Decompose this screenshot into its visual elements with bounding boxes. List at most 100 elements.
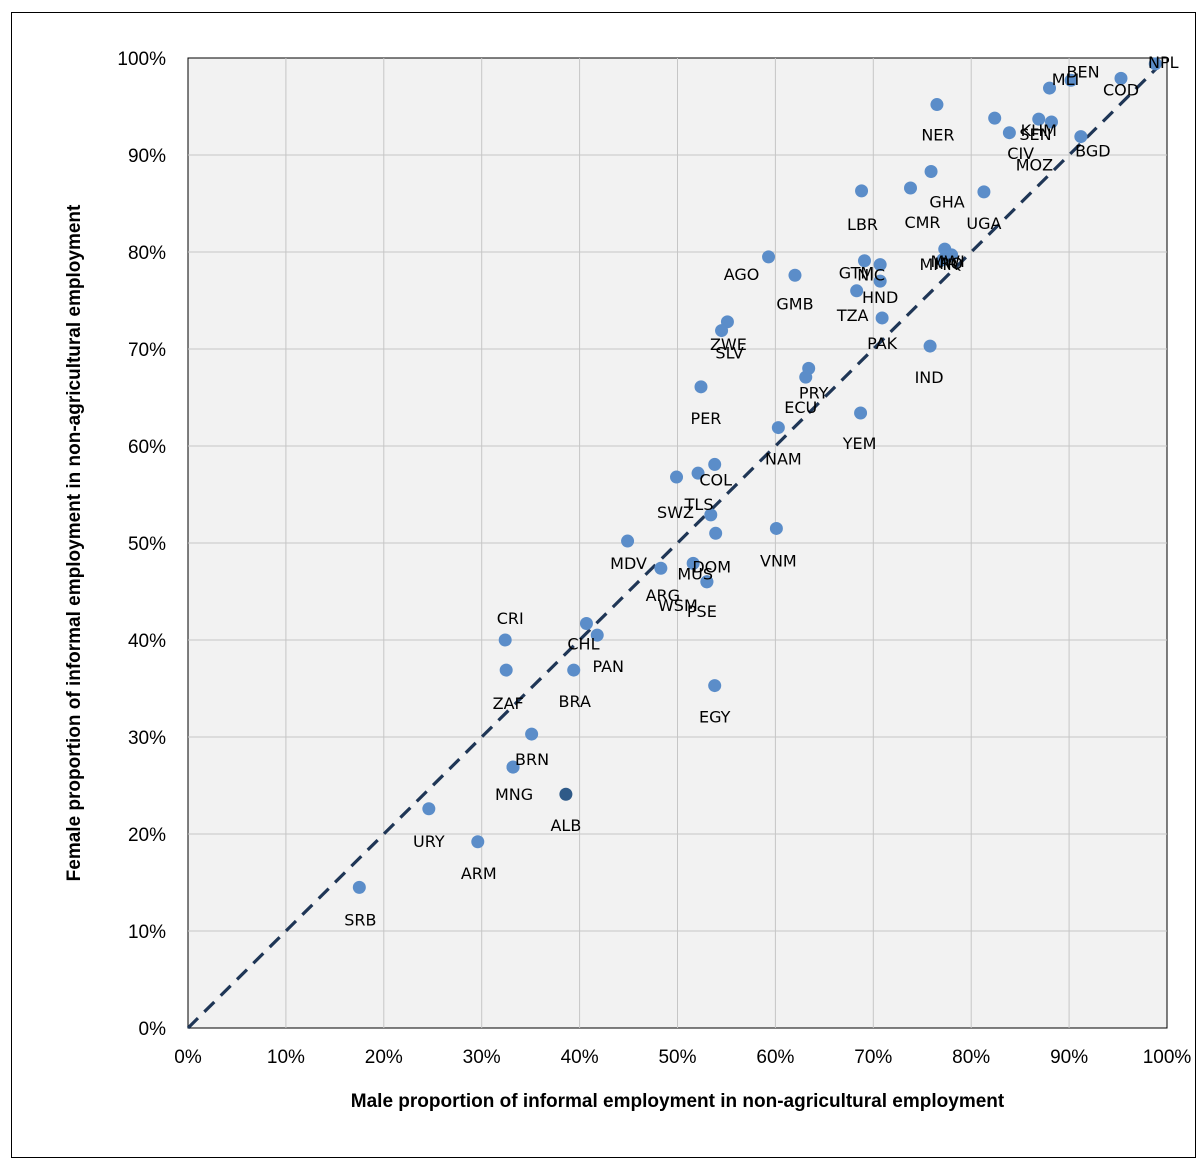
data-point-arm xyxy=(471,835,485,849)
y-tick-label: 80% xyxy=(128,243,166,264)
y-tick-label: 10% xyxy=(128,922,166,943)
data-points xyxy=(352,57,1162,894)
x-tick-label: 40% xyxy=(561,1047,599,1068)
y-tick-label: 40% xyxy=(128,631,166,652)
data-point-egy xyxy=(708,679,722,693)
data-point-pan xyxy=(590,628,604,642)
data-point-cri xyxy=(498,633,512,647)
y-tick-label: 100% xyxy=(117,49,166,70)
data-point-tza xyxy=(850,284,864,298)
gridlines xyxy=(188,58,1167,1028)
data-label-lbr: LBR xyxy=(847,215,878,234)
data-label-slv: SLV xyxy=(715,344,743,363)
data-point-dom xyxy=(709,526,723,540)
data-point-bgd xyxy=(1074,130,1088,144)
data-label-chl: CHL xyxy=(567,635,599,654)
data-label-cmr: CMR xyxy=(904,213,940,232)
data-point-swz xyxy=(670,470,684,484)
data-point-nam xyxy=(771,421,785,435)
data-label-zaf: ZAF xyxy=(493,694,524,713)
data-point-srb xyxy=(352,880,366,894)
data-label-swz: SWZ xyxy=(657,503,694,522)
data-label-pse: PSE xyxy=(687,602,717,621)
data-label-cri: CRI xyxy=(497,609,524,628)
data-label-sen: SEN xyxy=(1019,125,1051,144)
data-label-ago: AGO xyxy=(724,265,760,284)
data-label-bra: BRA xyxy=(559,692,591,711)
data-point-mmr xyxy=(936,253,950,267)
data-point xyxy=(704,508,718,522)
data-label-bgd: BGD xyxy=(1075,142,1110,161)
data-label-gmb: GMB xyxy=(776,294,813,313)
data-point-mli xyxy=(1043,81,1057,95)
data-label-mdv: MDV xyxy=(610,554,647,573)
data-point-npl xyxy=(1148,57,1162,71)
data-point-pak xyxy=(875,311,889,325)
data-label-tls: TLS xyxy=(684,495,714,514)
data-point-hnd xyxy=(873,274,887,288)
data-point-uga xyxy=(977,185,991,199)
data-point-mdv xyxy=(621,534,635,548)
x-axis-ticks: 0% 10% 20% 30% 40% 50% 60% 70% 80% 90% 100% xyxy=(174,1047,1191,1068)
data-label-ner: NER xyxy=(921,126,954,145)
data-label-tza: TZA xyxy=(836,306,869,325)
data-point-gmb xyxy=(788,268,802,282)
data-point-ury xyxy=(422,802,436,816)
x-tick-label: 100% xyxy=(1143,1047,1192,1068)
y-tick-label: 30% xyxy=(128,728,166,749)
data-label-gha: GHA xyxy=(929,192,964,211)
data-label-arg: ARG xyxy=(646,586,680,605)
x-axis-title: Male proportion of informal employment i… xyxy=(351,1091,1005,1112)
data-label-civ: CIV xyxy=(1007,144,1034,163)
data-point-khm xyxy=(1032,112,1046,126)
x-tick-label: 20% xyxy=(365,1047,403,1068)
data-label-hnd: HND xyxy=(862,288,898,307)
data-label-mwi: MWI xyxy=(930,252,964,271)
data-point-tls xyxy=(691,466,705,480)
data-label-mus: MUS xyxy=(677,564,713,583)
x-tick-label: 70% xyxy=(854,1047,892,1068)
data-point-ben xyxy=(1064,73,1078,87)
data-point-vnm xyxy=(769,521,783,535)
data-point-ind xyxy=(923,339,937,353)
y-tick-label: 20% xyxy=(128,825,166,846)
data-point-chl xyxy=(579,617,593,631)
data-point-pse xyxy=(700,575,714,589)
data-label-pak: PAK xyxy=(867,334,898,353)
data-point-bra xyxy=(567,663,581,677)
data-label-col: COL xyxy=(699,470,732,489)
data-label-egy: EGY xyxy=(699,708,731,727)
data-point-col xyxy=(708,457,722,471)
data-point-civ xyxy=(988,111,1002,125)
x-tick-label: 10% xyxy=(267,1047,305,1068)
data-label-ury: URY xyxy=(413,832,445,851)
x-tick-label: 80% xyxy=(952,1047,990,1068)
data-label-per: PER xyxy=(691,409,722,428)
data-label-uga: UGA xyxy=(966,214,1001,233)
data-label-moz: MOZ xyxy=(1016,156,1053,175)
y-tick-label: 60% xyxy=(128,437,166,458)
y-tick-label: 70% xyxy=(128,340,166,361)
data-point-arg xyxy=(654,561,668,575)
x-tick-label: 0% xyxy=(174,1047,202,1068)
data-label-npl: NPL xyxy=(1148,53,1179,72)
data-point-per xyxy=(694,380,708,394)
data-label-dom: DOM xyxy=(692,557,731,576)
data-point-gtm xyxy=(857,254,871,268)
data-point xyxy=(525,727,539,741)
data-label-pry: PRY xyxy=(799,383,829,402)
x-tick-label: 30% xyxy=(463,1047,501,1068)
data-label-nam: NAM xyxy=(765,450,802,469)
y-tick-label: 0% xyxy=(139,1019,167,1040)
data-label-khm: KHM xyxy=(1021,121,1057,140)
y-tick-label: 50% xyxy=(128,534,166,555)
data-label-ind: IND xyxy=(915,368,944,387)
data-label-alb: ALB xyxy=(550,816,581,835)
data-label-arm: ARM xyxy=(461,864,497,883)
y-axis-ticks: 0% 10% 20% 30% 40% 50% 60% 70% 80% 90% 100% xyxy=(117,49,166,1040)
data-point-zaf xyxy=(499,663,513,677)
data-point-yem xyxy=(854,406,868,420)
data-point-gha xyxy=(924,164,938,178)
